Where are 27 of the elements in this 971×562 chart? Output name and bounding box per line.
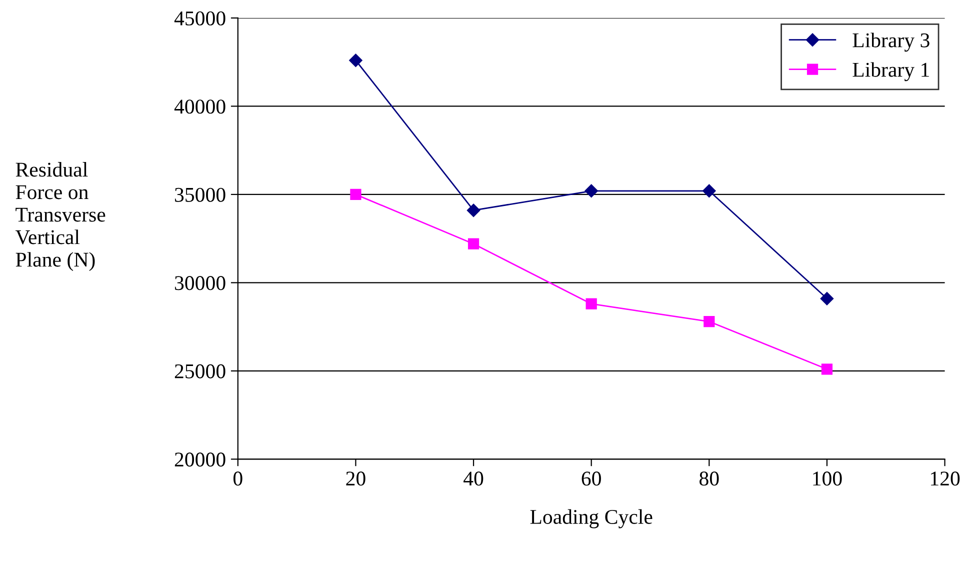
x-tick-label: 40 [464, 472, 484, 486]
point [820, 292, 834, 306]
y-tick-label: 40000 [174, 100, 226, 114]
x-tick-label: 0 [233, 472, 242, 486]
point [349, 54, 362, 67]
point [584, 184, 598, 198]
point [586, 298, 597, 310]
y-axis-title: Residual Force on Transverse Vertical Plane (N) [15, 162, 106, 271]
y-tick-label: 45000 [174, 11, 226, 26]
x-tick-label: 80 [700, 472, 719, 486]
x-axis-title: Loading Cycle [530, 509, 652, 528]
x-tick-label: 120 [930, 472, 960, 486]
point [466, 204, 480, 217]
point [702, 184, 716, 198]
y-tick-label: 20000 [174, 452, 226, 467]
y-tick-label: 30000 [175, 276, 226, 290]
point [350, 188, 362, 200]
legend-label: Library 3 [852, 32, 930, 52]
point [821, 364, 833, 375]
point [468, 238, 480, 250]
legend-label: Library 1 [852, 62, 929, 82]
x-tick-label: 20 [346, 472, 366, 486]
point [704, 316, 715, 328]
x-tick-label: 100 [813, 472, 842, 486]
y-tick-label: 35000 [175, 188, 226, 202]
y-tick-label: 25000 [174, 364, 226, 378]
x-tick-label: 60 [582, 472, 601, 486]
